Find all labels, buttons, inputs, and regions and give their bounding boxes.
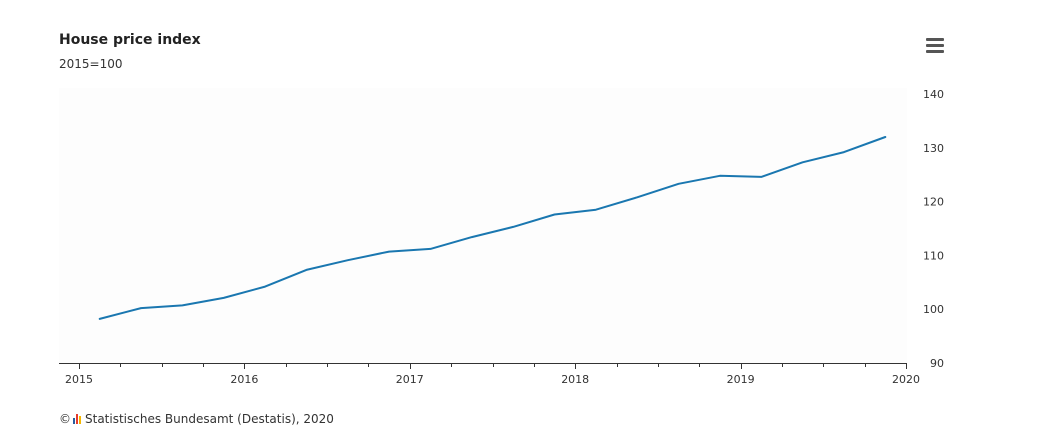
menu-bar <box>926 44 944 47</box>
credit[interactable]: © Statistisches Bundesamt (Destatis), 20… <box>59 412 334 426</box>
chart-subtitle: 2015=100 <box>59 57 123 71</box>
menu-bar <box>926 38 944 41</box>
credit-text: Statistisches Bundesamt (Destatis), 2020 <box>85 412 334 426</box>
destatis-logo-icon <box>73 414 82 424</box>
y-tick-label: 140 <box>923 88 944 101</box>
chart-title: House price index <box>59 32 201 48</box>
plot-area <box>59 88 907 363</box>
x-tick-label: 2016 <box>230 373 258 386</box>
x-tick-label: 2018 <box>561 373 589 386</box>
x-tick-label: 2019 <box>727 373 755 386</box>
copyright-symbol: © <box>59 412 71 426</box>
y-tick-label: 130 <box>923 142 944 155</box>
y-tick-label: 120 <box>923 196 944 209</box>
y-tick-label: 90 <box>930 357 944 370</box>
hamburger-menu-icon[interactable] <box>924 38 946 56</box>
x-tick-label: 2017 <box>396 373 424 386</box>
y-tick-label: 110 <box>923 249 944 262</box>
x-tick-label: 2020 <box>892 373 920 386</box>
series-line <box>98 136 887 320</box>
y-tick-label: 100 <box>923 303 944 316</box>
x-tick-label: 2015 <box>65 373 93 386</box>
menu-bar <box>926 50 944 53</box>
